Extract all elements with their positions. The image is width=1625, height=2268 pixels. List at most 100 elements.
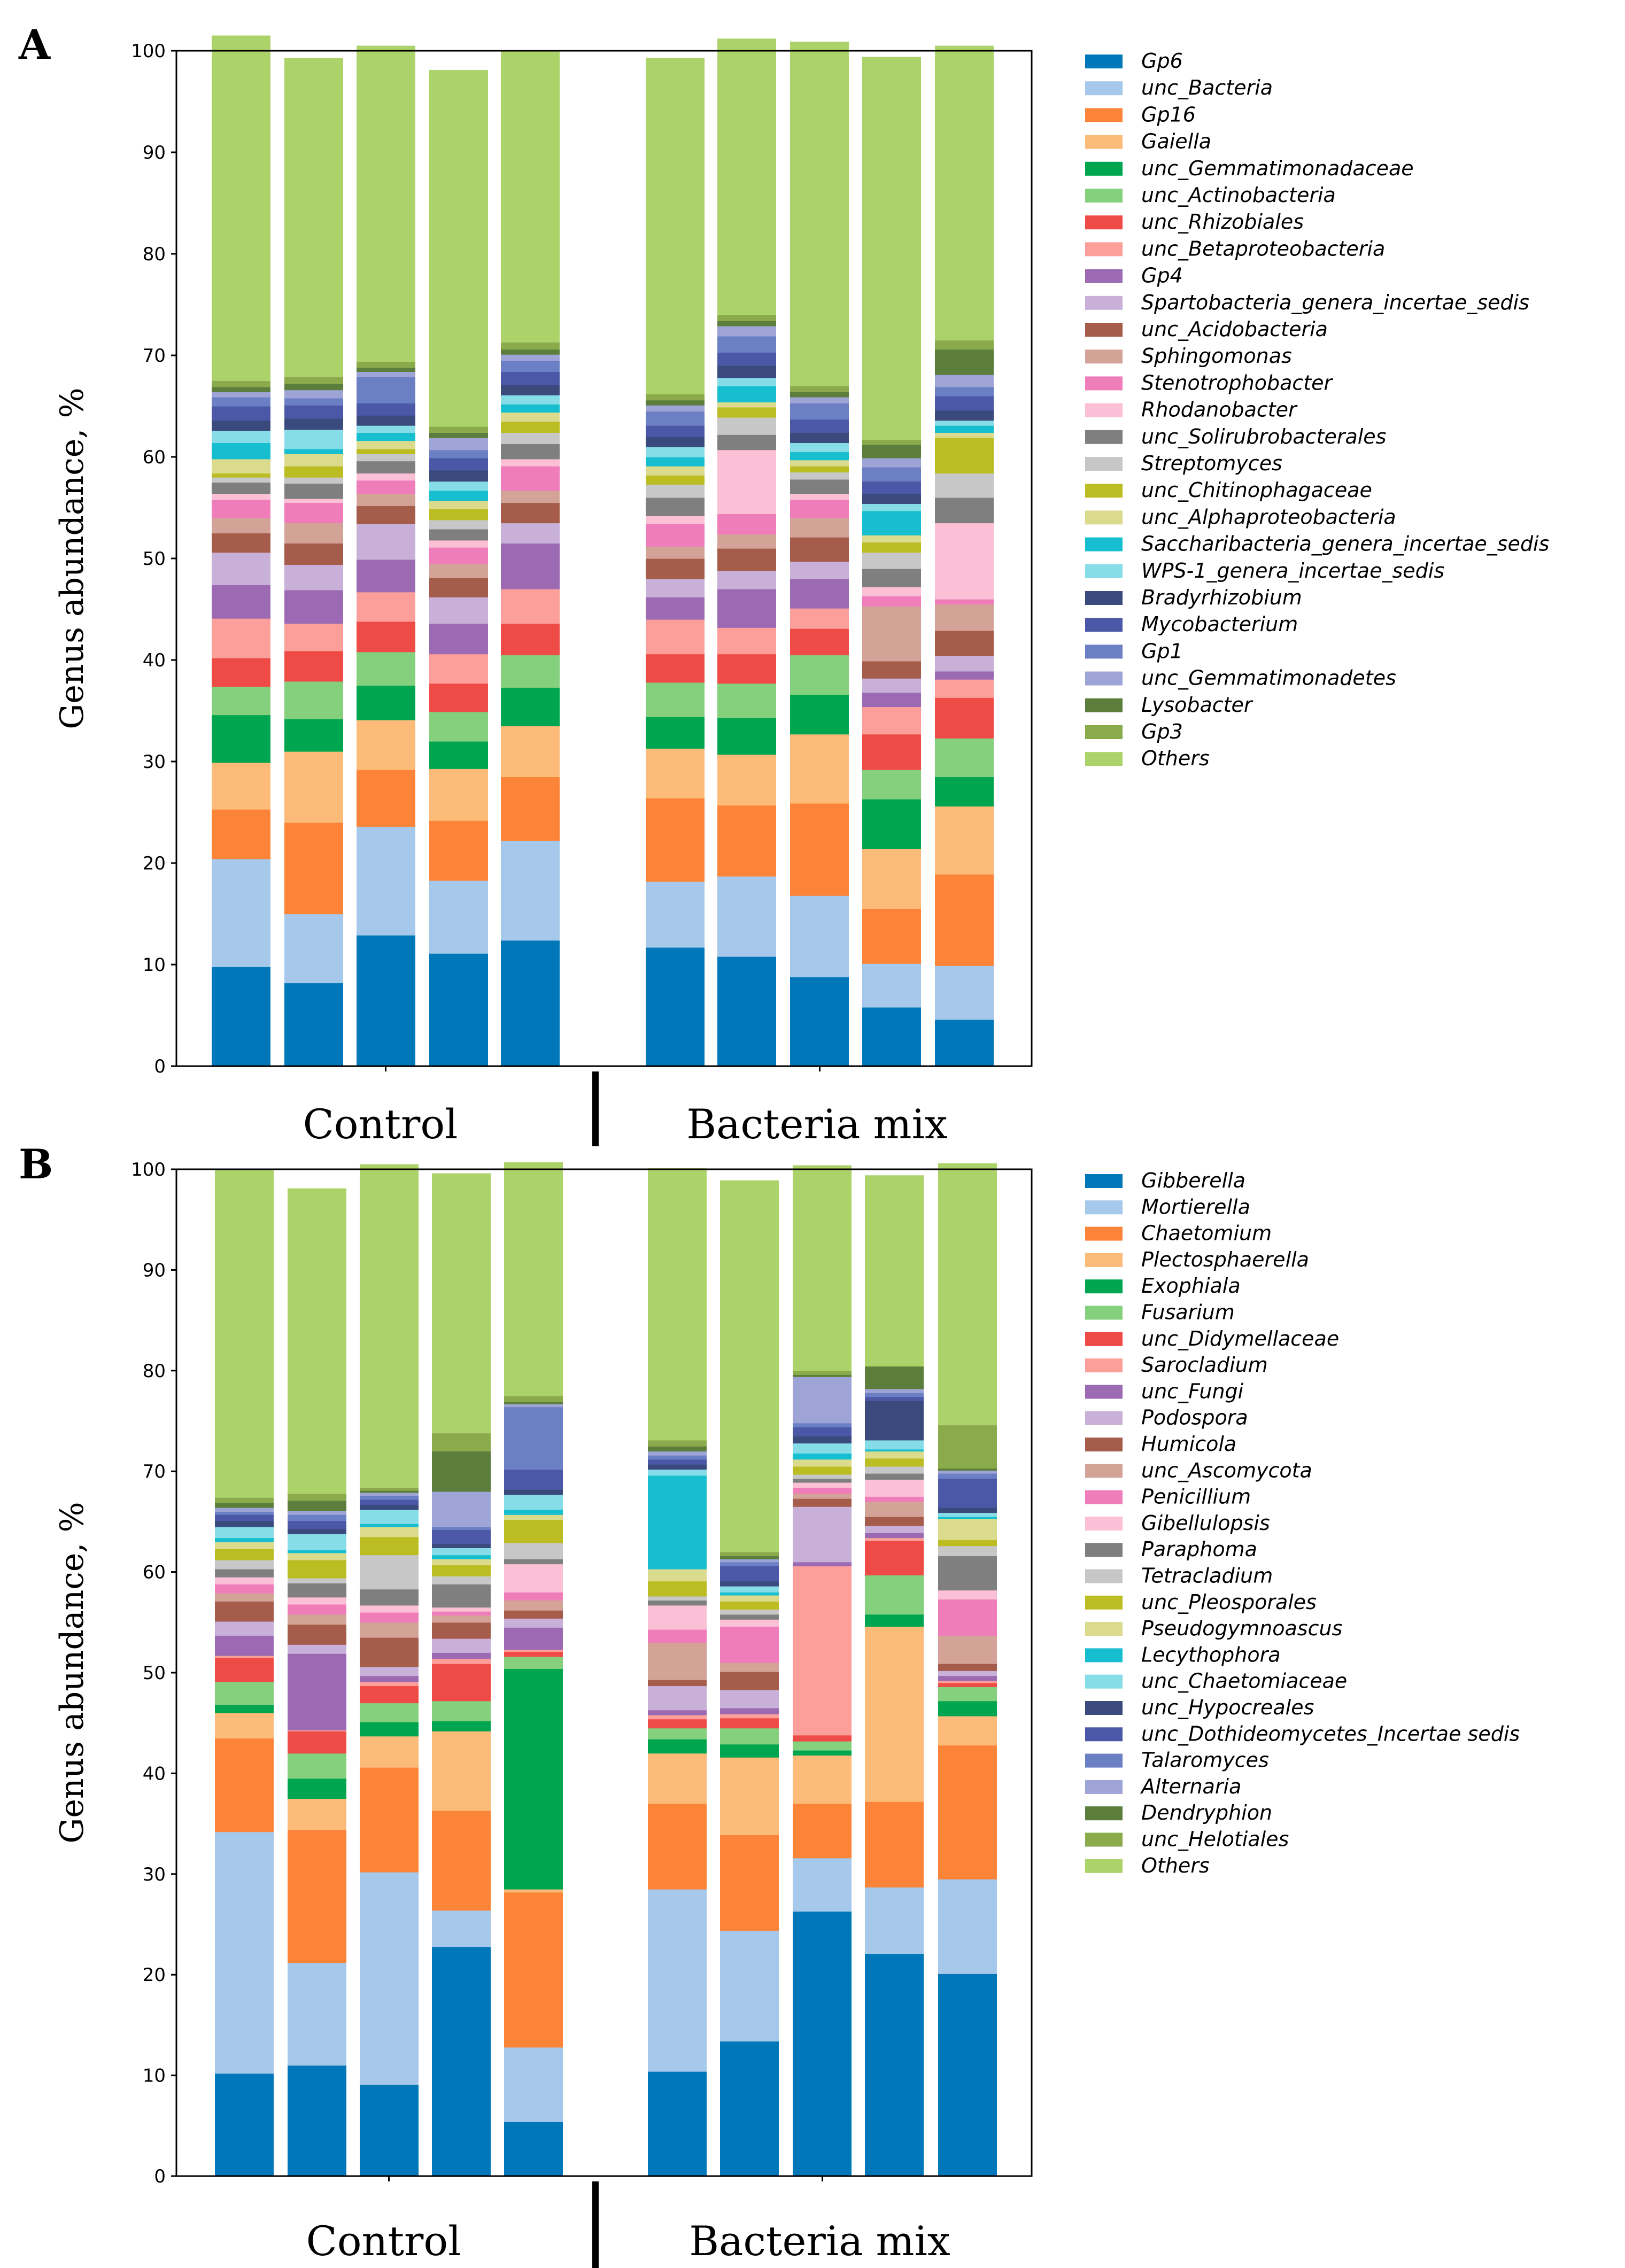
panel-a-segment xyxy=(357,480,415,494)
panel-a-segment xyxy=(790,452,849,461)
panel-b-legend-label: Exophiala xyxy=(1141,1274,1241,1298)
panel-a-segment xyxy=(935,396,994,411)
panel-b-segment xyxy=(360,1736,419,1768)
panel-b-segment xyxy=(793,1427,852,1436)
panel-a-legend-swatch xyxy=(1085,698,1123,712)
panel-b-segment xyxy=(215,1549,274,1560)
panel-b-segment xyxy=(720,1551,779,1557)
panel-a-segment xyxy=(501,655,560,688)
panel-a-segment xyxy=(429,547,488,564)
panel-a-segment xyxy=(501,421,560,433)
panel-a-segment xyxy=(646,400,705,406)
panel-a-segment xyxy=(284,822,343,914)
panel-a-segment xyxy=(862,587,921,596)
panel-b-segment xyxy=(288,1514,346,1521)
panel-b-label: B xyxy=(19,1140,53,1188)
panel-a-segment xyxy=(501,841,560,941)
panel-a-segment xyxy=(717,434,776,451)
panel-a-segment xyxy=(429,880,488,954)
panel-b-segment xyxy=(288,1653,346,1730)
panel-a-segment xyxy=(357,425,415,433)
panel-b-segment xyxy=(432,1615,491,1623)
panel-a-segment xyxy=(429,457,488,471)
panel-a-legend-label: unc_Betaproteobacteria xyxy=(1141,237,1385,260)
panel-a-segment xyxy=(862,692,921,707)
panel-b-legend-swatch xyxy=(1085,1438,1123,1451)
panel-a-ytick-label: 70 xyxy=(143,345,166,367)
panel-a-segment xyxy=(501,687,560,727)
panel-b-segment xyxy=(432,1910,491,1947)
panel-b-segment xyxy=(504,1627,563,1650)
panel-b-legend-swatch xyxy=(1085,1490,1123,1504)
panel-b-segment xyxy=(215,1584,274,1594)
panel-a-segment xyxy=(790,392,849,398)
panel-a-segment xyxy=(862,964,921,1008)
panel-a-segment xyxy=(717,514,776,534)
panel-b-legend-swatch xyxy=(1085,1411,1123,1425)
panel-a-segment xyxy=(790,386,849,392)
panel-b-segment xyxy=(504,2122,563,2177)
panel-b-segment xyxy=(648,1475,707,1570)
panel-a-legend-label: unc_Alphaproteobacteria xyxy=(1141,505,1396,529)
panel-a-group-label-bacteria-mix: Bacteria mix xyxy=(686,1100,948,1148)
panel-b-segment xyxy=(938,1163,997,1426)
panel-a-segment xyxy=(284,483,343,499)
panel-a-legend-label: WPS-1_genera_incertae_sedis xyxy=(1141,559,1444,582)
panel-a-segment xyxy=(429,70,488,427)
panel-b-segment xyxy=(720,1672,779,1690)
panel-b-segment xyxy=(215,1831,274,2074)
panel-a-segment xyxy=(429,683,488,712)
panel-b-segment xyxy=(432,1526,491,1531)
panel-b-segment xyxy=(938,1716,997,1746)
panel-b-segment xyxy=(648,1803,707,1890)
panel-a-segment xyxy=(501,776,560,841)
panel-b-segment xyxy=(938,1974,997,2177)
panel-a-segment xyxy=(284,390,343,399)
panel-a-segment xyxy=(862,457,921,468)
panel-b-segment xyxy=(938,1518,997,1540)
panel-b-segment xyxy=(793,1750,852,1756)
panel-a-segment xyxy=(646,682,705,717)
panel-a-segment xyxy=(501,395,560,405)
panel-b-segment xyxy=(793,1377,852,1424)
panel-b-ytick-label: 30 xyxy=(143,1864,166,1885)
panel-b-segment xyxy=(865,1388,924,1393)
panel-a-segment xyxy=(790,41,849,386)
panel-b-segment xyxy=(504,1469,563,1490)
panel-b-segment xyxy=(793,1466,852,1475)
panel-b-bar-3 xyxy=(360,1164,419,2177)
panel-b-segment xyxy=(938,1599,997,1636)
panel-b-segment xyxy=(288,1731,346,1754)
panel-b-segment xyxy=(938,1681,997,1683)
panel-a-segment xyxy=(357,506,415,524)
panel-b-segment xyxy=(793,1506,852,1563)
panel-a-bar-5 xyxy=(501,51,560,1067)
panel-b-legend-swatch xyxy=(1085,1595,1123,1610)
panel-a-ytick-label: 50 xyxy=(143,548,166,570)
panel-a-segment xyxy=(357,376,415,403)
panel-a-segment xyxy=(717,956,776,1067)
panel-a-segment xyxy=(646,558,705,579)
panel-b-segment xyxy=(504,1618,563,1628)
panel-b-segment xyxy=(648,1629,707,1643)
panel-b-legend-swatch xyxy=(1085,1306,1123,1320)
panel-b-segment xyxy=(504,1494,563,1510)
panel-b-segment xyxy=(215,1713,274,1739)
panel-a-legend-swatch xyxy=(1085,457,1123,471)
panel-a-segment xyxy=(646,516,705,524)
panel-b-segment xyxy=(360,1722,419,1737)
panel-b-segment xyxy=(720,1757,779,1835)
panel-a-segment xyxy=(717,548,776,571)
panel-b-segment xyxy=(648,1680,707,1687)
panel-a-segment xyxy=(212,386,270,392)
panel-a-segment xyxy=(646,484,705,498)
panel-a-segment xyxy=(357,770,415,827)
panel-a-segment xyxy=(212,809,270,859)
panel-a-segment xyxy=(429,529,488,541)
panel-b-segment xyxy=(648,1600,707,1606)
panel-a-segment xyxy=(357,621,415,653)
panel-b-segment xyxy=(793,1459,852,1467)
panel-b-segment xyxy=(648,1719,707,1729)
panel-a-segment xyxy=(717,683,776,718)
